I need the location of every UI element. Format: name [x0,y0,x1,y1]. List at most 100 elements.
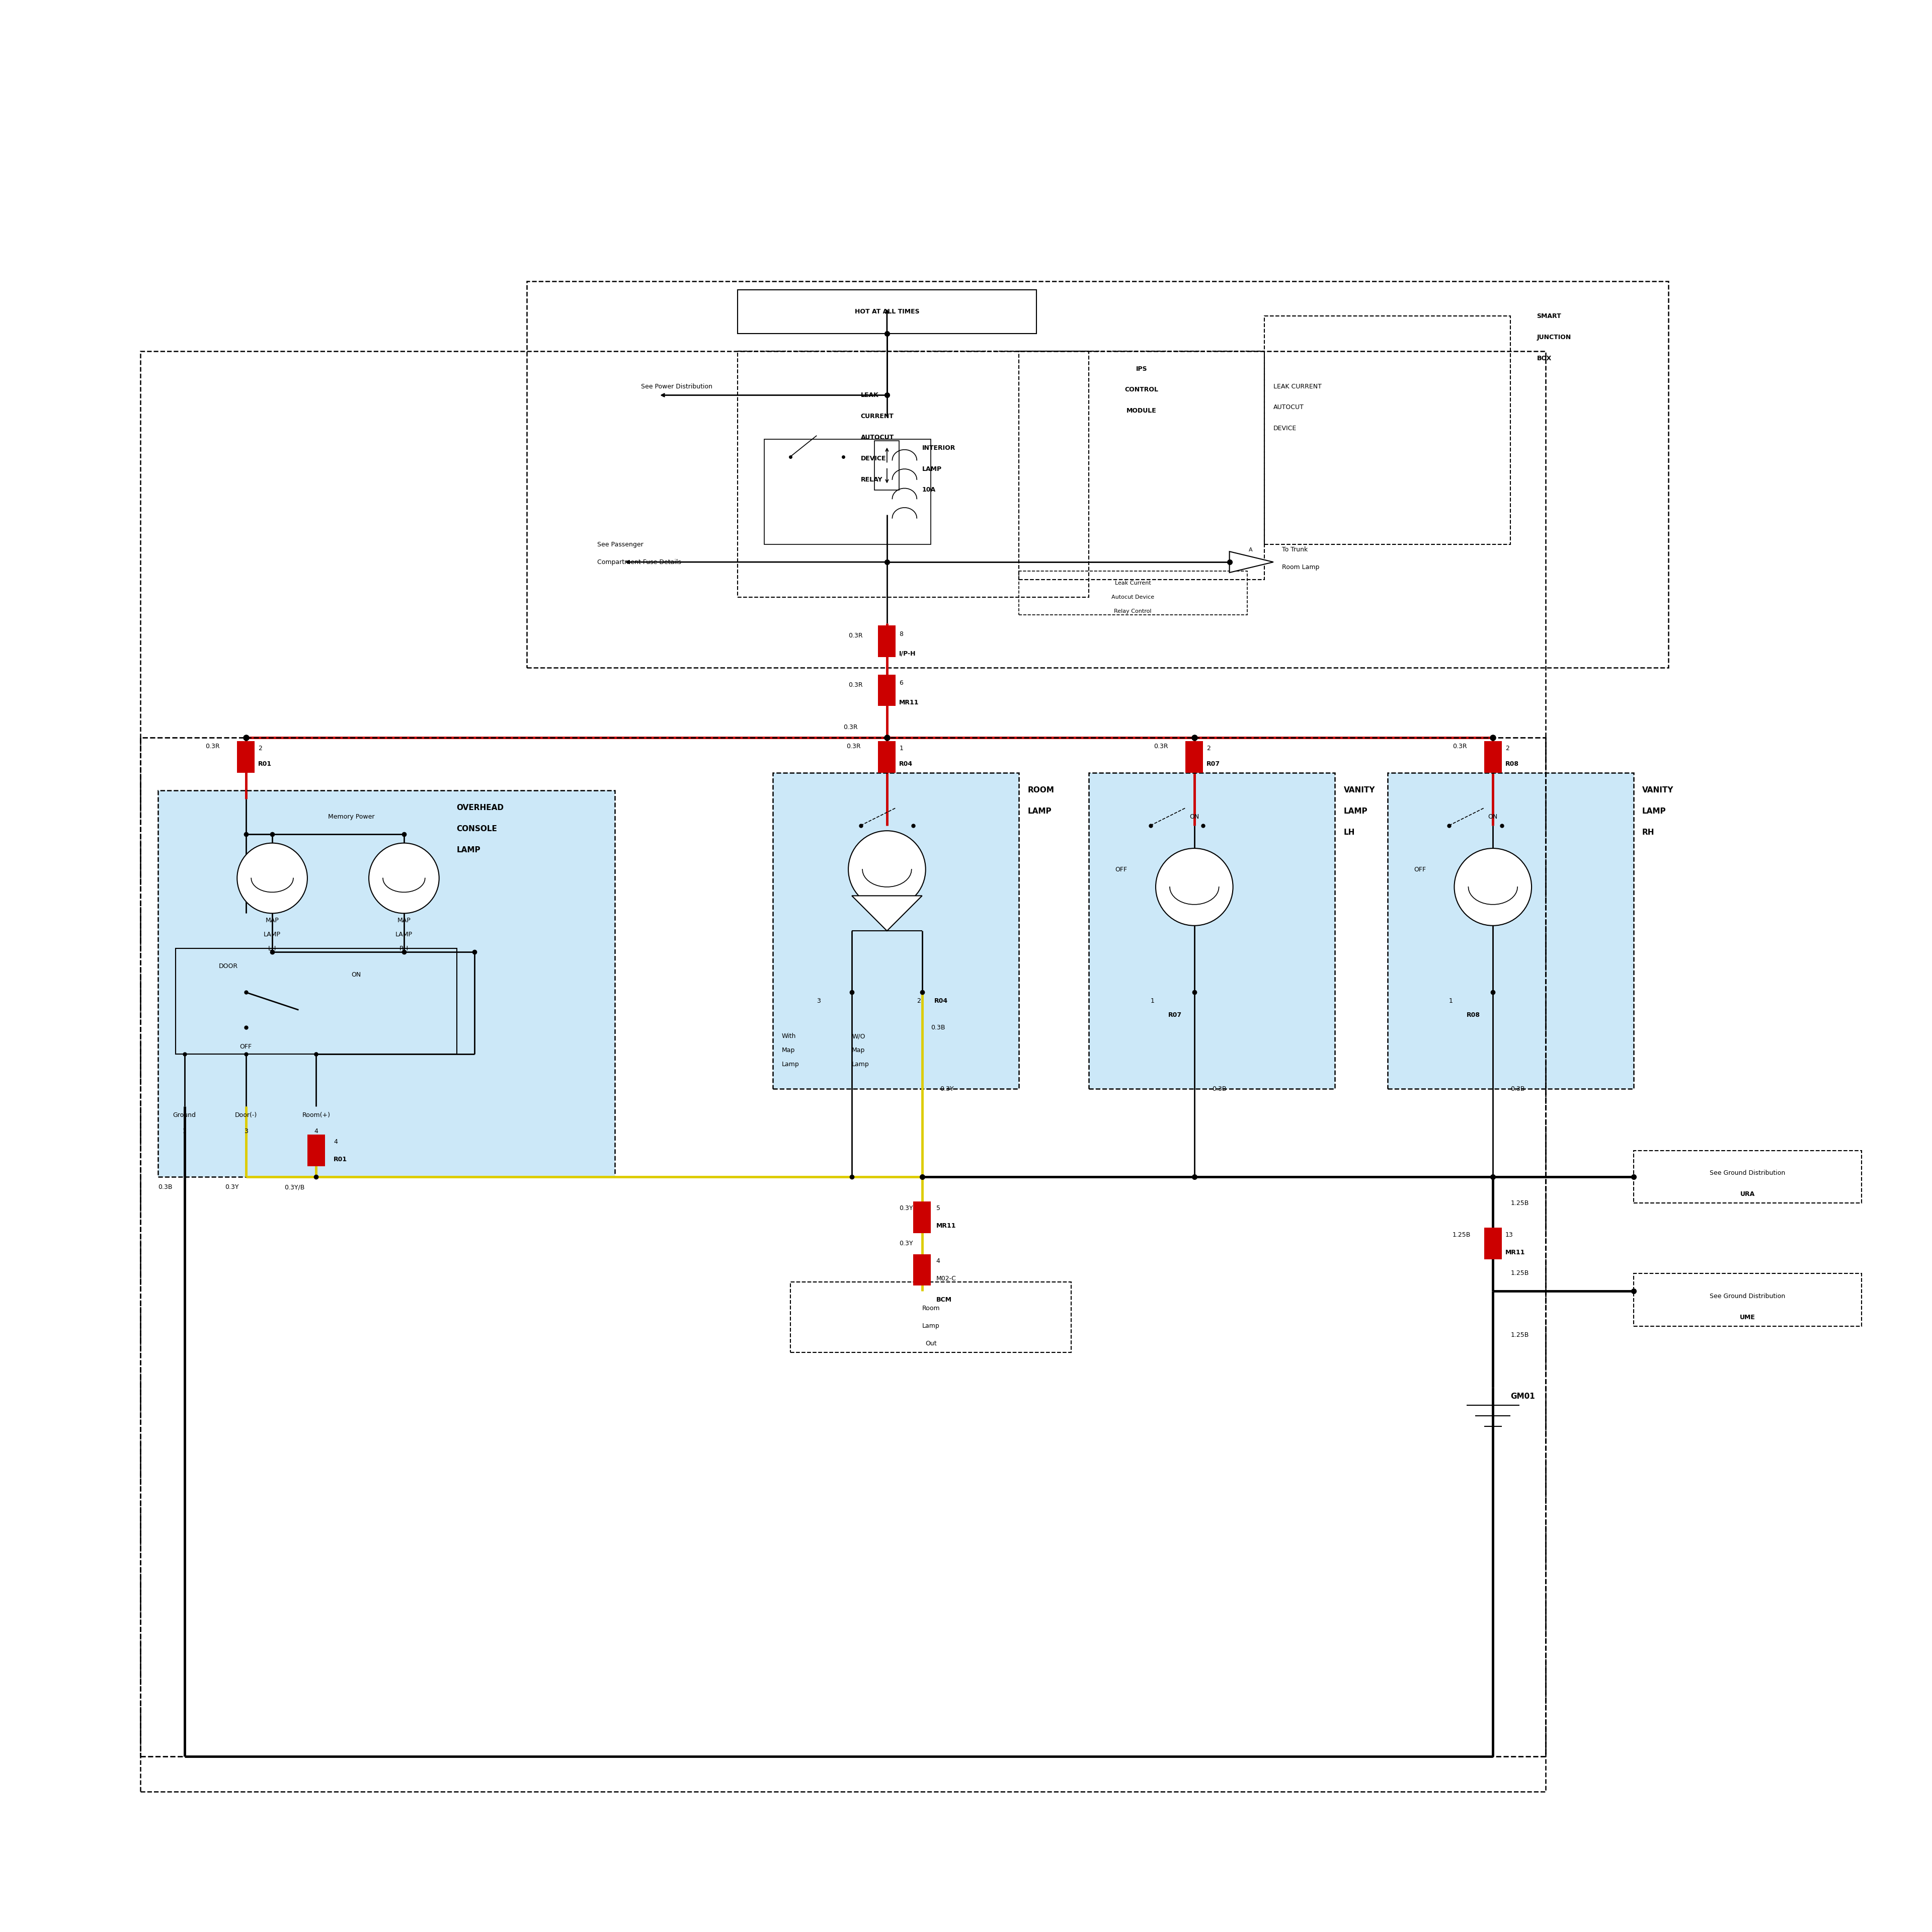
Text: LAMP: LAMP [263,931,280,937]
Text: 1.25B: 1.25B [1511,1200,1528,1206]
Text: MODULE: MODULE [1126,408,1157,413]
Text: 0.3R: 0.3R [848,632,864,639]
Text: W/O: W/O [852,1034,866,1039]
Bar [1018,570,1246,614]
Text: ROOM: ROOM [1028,786,1055,794]
Circle shape [369,842,439,914]
Text: LAMP: LAMP [1028,808,1051,815]
Circle shape [1455,848,1532,925]
Polygon shape [1229,551,1273,572]
Text: LAMP: LAMP [1343,808,1368,815]
Text: 8: 8 [898,630,904,638]
Text: A: A [1248,547,1252,553]
Text: Autocut Device: Autocut Device [1111,595,1153,599]
Text: DEVICE: DEVICE [860,456,887,462]
Text: 1.25B: 1.25B [1511,1269,1528,1277]
Text: To Trunk: To Trunk [1283,547,1308,553]
Bar [1090,773,1335,1090]
Bar [875,440,898,491]
Text: MR11: MR11 [937,1223,956,1229]
Bar [1090,773,1335,1090]
Text: AUTOCUT: AUTOCUT [860,435,895,440]
Polygon shape [852,896,922,931]
Bar [879,674,896,705]
Bar [1633,1273,1862,1325]
Bar [1633,1150,1862,1204]
Text: 10A: 10A [922,487,935,493]
Bar [738,290,1036,334]
Text: Lamp: Lamp [852,1061,869,1068]
Bar [738,352,1090,597]
Text: 1.25B: 1.25B [1511,1331,1528,1339]
Text: RELAY: RELAY [860,475,883,483]
Text: OFF: OFF [240,1043,251,1051]
Text: LEAK: LEAK [860,392,879,398]
Text: JUNCTION: JUNCTION [1536,334,1571,340]
Text: 4: 4 [937,1258,941,1264]
Text: Lamp: Lamp [782,1061,800,1068]
Text: MR11: MR11 [898,699,920,705]
Text: 0.3R: 0.3R [1153,744,1169,750]
Text: LAMP: LAMP [456,846,481,854]
Text: DOOR: DOOR [218,962,238,970]
Text: Room Lamp: Room Lamp [1283,564,1320,570]
Bar [158,790,614,1177]
Bar [1484,1227,1501,1260]
Text: 4: 4 [315,1128,319,1134]
Text: Compartment Fuse Details: Compartment Fuse Details [597,558,682,566]
Text: 1: 1 [1150,997,1155,1005]
Text: R07: R07 [1208,761,1221,767]
Text: ON: ON [352,972,361,978]
Bar [141,738,1546,1756]
Bar [790,1283,1072,1352]
Text: 0.3R: 0.3R [205,744,220,750]
Text: 13: 13 [1505,1231,1513,1238]
Text: 5: 5 [937,1206,941,1211]
Text: R01: R01 [334,1155,348,1163]
Text: Ground: Ground [172,1113,195,1119]
Text: R01: R01 [259,761,272,767]
Text: AUTOCUT: AUTOCUT [1273,404,1304,412]
Text: BOX: BOX [1536,355,1551,361]
Text: URA: URA [1741,1190,1754,1198]
Bar [307,1134,325,1167]
Text: With: With [782,1034,796,1039]
Text: 0.3R: 0.3R [842,725,858,730]
Text: OVERHEAD: OVERHEAD [456,804,504,811]
Bar [1186,742,1204,773]
Text: RH: RH [400,945,408,952]
Text: 3: 3 [243,1128,247,1134]
Bar [527,280,1669,667]
Text: MR11: MR11 [1505,1248,1524,1256]
Text: 2: 2 [259,746,263,752]
Text: ON: ON [1488,813,1497,819]
Text: MAP: MAP [265,918,278,923]
Text: SMART: SMART [1536,313,1561,319]
Text: VANITY: VANITY [1642,786,1673,794]
Text: 0.3Y: 0.3Y [939,1086,954,1092]
Text: 0.3R: 0.3R [1453,744,1466,750]
Text: 6: 6 [898,680,904,686]
Text: LAMP: LAMP [396,931,413,937]
Circle shape [1155,848,1233,925]
Text: See Ground Distribution: See Ground Distribution [1710,1171,1785,1177]
Text: 0.3Y: 0.3Y [898,1206,914,1211]
Text: UME: UME [1741,1314,1756,1321]
Text: 0.3B: 0.3B [931,1024,945,1032]
Text: HOT AT ALL TIMES: HOT AT ALL TIMES [854,309,920,315]
Text: See Passenger: See Passenger [597,541,643,549]
Bar [1387,773,1633,1090]
Text: LEAK CURRENT: LEAK CURRENT [1273,383,1321,390]
Bar [1265,317,1511,545]
Text: I/P-H: I/P-H [898,649,916,657]
Bar [763,439,931,545]
Text: 0.3B: 0.3B [1211,1086,1227,1092]
Text: Map: Map [852,1047,866,1053]
Text: 2: 2 [1505,746,1509,752]
Bar [914,1202,931,1233]
Text: 1: 1 [898,746,904,752]
Text: Memory Power: Memory Power [328,813,375,819]
Text: R04: R04 [935,997,949,1005]
Text: 2: 2 [918,997,922,1005]
Text: ON: ON [1190,813,1200,819]
